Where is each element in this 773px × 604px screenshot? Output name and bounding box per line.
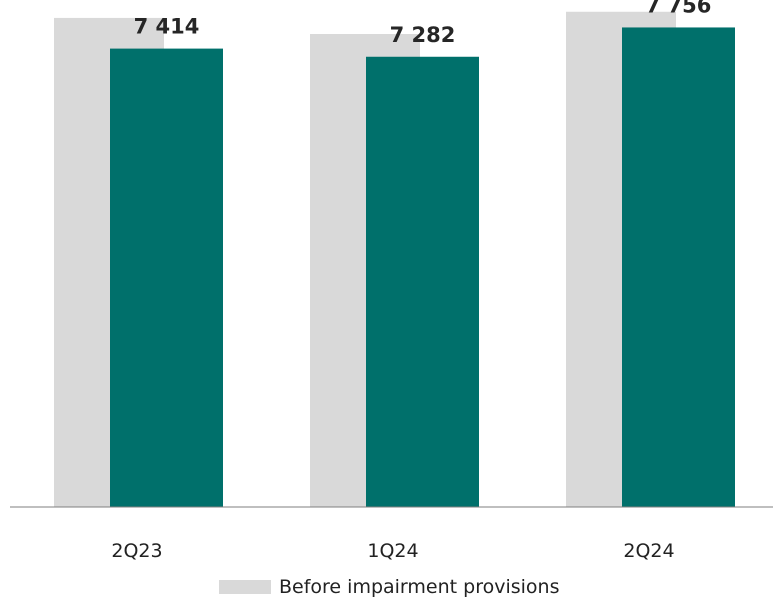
x-tick-2Q24: 2Q24 <box>623 540 674 562</box>
x-tick-2Q23: 2Q23 <box>111 540 162 562</box>
bar-teal-1Q24 <box>366 56 479 507</box>
data-label-1Q24: 7 282 <box>390 23 456 47</box>
data-label-2Q24: 7 756 <box>646 0 712 17</box>
teal-bars <box>110 27 735 507</box>
bar-teal-2Q24 <box>622 27 735 507</box>
legend: Before impairment provisions <box>219 576 559 598</box>
data-labels: 7 414 7 282 7 756 <box>134 0 712 47</box>
data-label-2Q23: 7 414 <box>134 15 200 39</box>
x-tick-labels: 2Q23 1Q24 2Q24 <box>111 540 674 562</box>
bar-teal-2Q23 <box>110 48 223 507</box>
x-tick-1Q24: 1Q24 <box>367 540 418 562</box>
legend-swatch <box>219 580 271 594</box>
legend-label: Before impairment provisions <box>279 576 560 598</box>
